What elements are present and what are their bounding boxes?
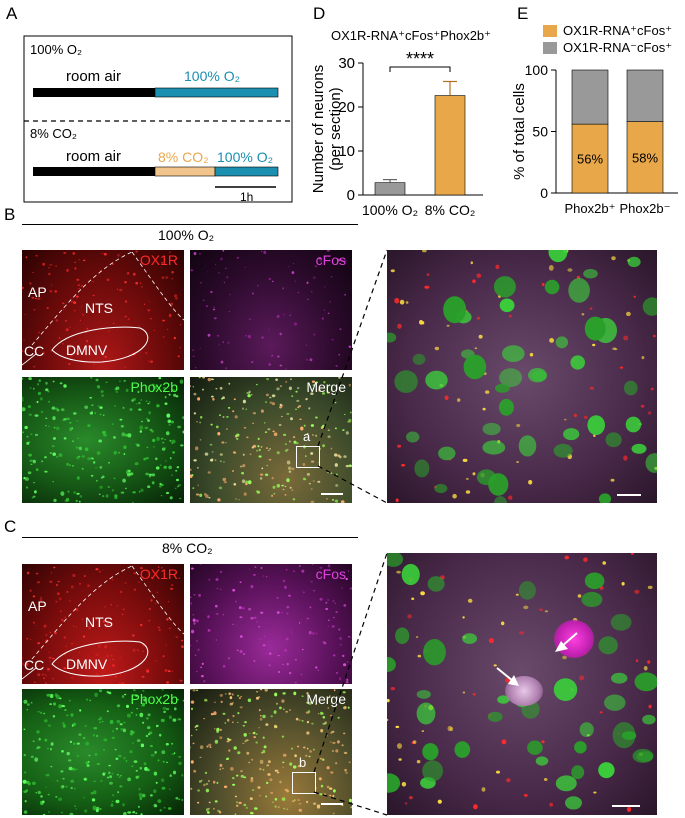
- panel-b-cc-label: CC: [24, 343, 45, 359]
- panel-e-letter: E: [517, 4, 529, 23]
- panel-a-top-o2: 100% O₂: [184, 68, 241, 84]
- panel-a-top-room-air: room air: [66, 68, 122, 85]
- panel-c-inset-box: [292, 772, 316, 794]
- panel-d-title: OX1R-RNA⁺cFos⁺Phox2b⁺: [331, 28, 492, 43]
- panel-e-legend-label-1: OX1R-RNA⁺cFos⁺: [563, 23, 673, 38]
- panel-c-zoom-image-texture: [387, 553, 657, 810]
- d-bar: [374, 182, 406, 196]
- e-data-label: 56%: [577, 152, 603, 167]
- panel-a-protocol: [23, 35, 293, 203]
- panel-b-letter: B: [4, 205, 16, 224]
- panel-e-legend-label-2: OX1R-RNA⁻cFos⁺: [563, 40, 673, 55]
- d-significance-bracket: [389, 66, 451, 72]
- panel-d-letter: D: [313, 4, 326, 23]
- panel-c-header: 8% CO₂: [162, 540, 213, 556]
- panel-b-header: 100% O₂: [158, 227, 215, 243]
- panel-c-dmnv-label: DMNV: [66, 656, 108, 672]
- panel-c-zoom-cell-1: [554, 620, 594, 658]
- panel-b-ox1r-label: OX1R: [139, 252, 178, 268]
- panel-b-ox1r-image: OX1R AP NTS CC DMNV: [22, 250, 184, 370]
- e-x-tick-label: Phox2b⁻: [620, 201, 671, 216]
- panel-c-cc-label: CC: [24, 657, 45, 673]
- d-y-label: Number of neurons: [310, 65, 327, 193]
- panel-a-scale-label: 1h: [240, 190, 254, 204]
- panel-c-phox2b-label: Phox2b: [130, 691, 178, 707]
- panel-c-ap-label: AP: [28, 598, 47, 614]
- panel-a-top-title: 100% O₂: [30, 42, 83, 57]
- d-bar: [434, 95, 466, 196]
- panel-a-bottom-room-air: room air: [66, 148, 122, 165]
- d-y-tick-label: 20: [338, 99, 355, 116]
- panel-c-scale-bar: [321, 803, 343, 805]
- panel-b-zoom-image: [387, 250, 657, 503]
- panel-c-zoom-image: [387, 553, 657, 815]
- e-y-tick-label: 100: [525, 62, 549, 78]
- panel-b-dmnv-label: DMNV: [66, 342, 108, 358]
- e-bar-segment: [571, 69, 609, 125]
- panel-b-merge-image-texture: [190, 377, 352, 503]
- panel-b-inset-box: [296, 446, 320, 468]
- panel-e-legend-swatch-2: [543, 42, 557, 54]
- panel-c-cfos-image-texture: [190, 564, 352, 684]
- panel-c-nts-label: NTS: [85, 614, 113, 630]
- panel-b-merge-image: Merge a: [190, 377, 352, 503]
- d-y-label: (per section): [327, 87, 344, 170]
- panel-a-bottom-o2: 100% O₂: [217, 149, 274, 165]
- panel-c-merge-image: Merge b: [190, 689, 352, 815]
- d-y-tick-label: 0: [347, 187, 355, 204]
- panel-b-zoom-scale-bar: [617, 494, 641, 496]
- e-x-tick-label: Phox2b⁺: [565, 201, 616, 216]
- panel-b-cfos-image: cFos: [190, 250, 352, 370]
- panel-b-nts-label: NTS: [85, 300, 113, 316]
- panel-b-scale-bar: [321, 493, 343, 495]
- panel-a-bottom-co2: 8% CO₂: [158, 149, 209, 165]
- panel-c-inset-letter: b: [299, 755, 307, 770]
- panel-b-zoom-image-texture: [387, 250, 657, 503]
- panel-d-chart: 0 10 20 30 Number of neurons (per section) 100…: [310, 49, 483, 218]
- e-y-tick-label: 0: [540, 185, 548, 201]
- e-data-label: 58%: [632, 150, 658, 165]
- panel-c-phox2b-image-texture: [22, 689, 184, 815]
- panel-c-ox1r-image: OX1R AP NTS CC DMNV: [22, 564, 184, 684]
- panel-c-merge-image-texture: [190, 689, 352, 815]
- panel-c-cfos-image: cFos: [190, 564, 352, 684]
- panel-b-ap-label: AP: [28, 284, 47, 300]
- d-x-tick-label: 100% O₂: [362, 202, 418, 218]
- d-y-tick-label: 10: [338, 143, 355, 160]
- panel-e-chart: 0 50 100 % of total cells 56% Phox2b⁺ 58% Phox2…: [511, 62, 678, 216]
- panel-c-zoom-scale-bar: [612, 805, 640, 807]
- panel-b-inset-letter: a: [303, 429, 311, 444]
- e-y-tick-label: 50: [532, 124, 548, 140]
- e-bar-segment: [626, 69, 664, 122]
- panel-c-ox1r-label: OX1R: [139, 566, 178, 582]
- panel-b-phox2b-image-texture: [22, 377, 184, 503]
- panel-b-header-rule: [22, 224, 358, 225]
- panel-b-phox2b-image: Phox2b: [22, 377, 184, 503]
- panel-b-phox2b-label: Phox2b: [130, 379, 178, 395]
- panel-a-letter: A: [6, 4, 18, 23]
- e-y-label: % of total cells: [511, 83, 528, 180]
- panel-e-legend-swatch-1: [543, 25, 557, 37]
- panel-c-merge-label: Merge: [306, 691, 346, 707]
- panel-a-bottom-title: 8% CO₂: [30, 126, 77, 141]
- d-x-tick-label: 8% CO₂: [425, 202, 476, 218]
- d-significance-stars: ****: [406, 49, 434, 69]
- d-y-tick-label: 30: [338, 55, 355, 72]
- panel-c-header-rule: [22, 537, 358, 538]
- panel-c-phox2b-image: Phox2b: [22, 689, 184, 815]
- panel-c-ox1r-image-texture: [22, 566, 184, 684]
- panel-c-letter: C: [4, 517, 17, 536]
- panel-c-cfos-label: cFos: [315, 566, 346, 582]
- panel-b-merge-label: Merge: [306, 379, 346, 395]
- panel-b-cfos-image-texture: [190, 250, 352, 370]
- panel-b-cfos-label: cFos: [315, 252, 346, 268]
